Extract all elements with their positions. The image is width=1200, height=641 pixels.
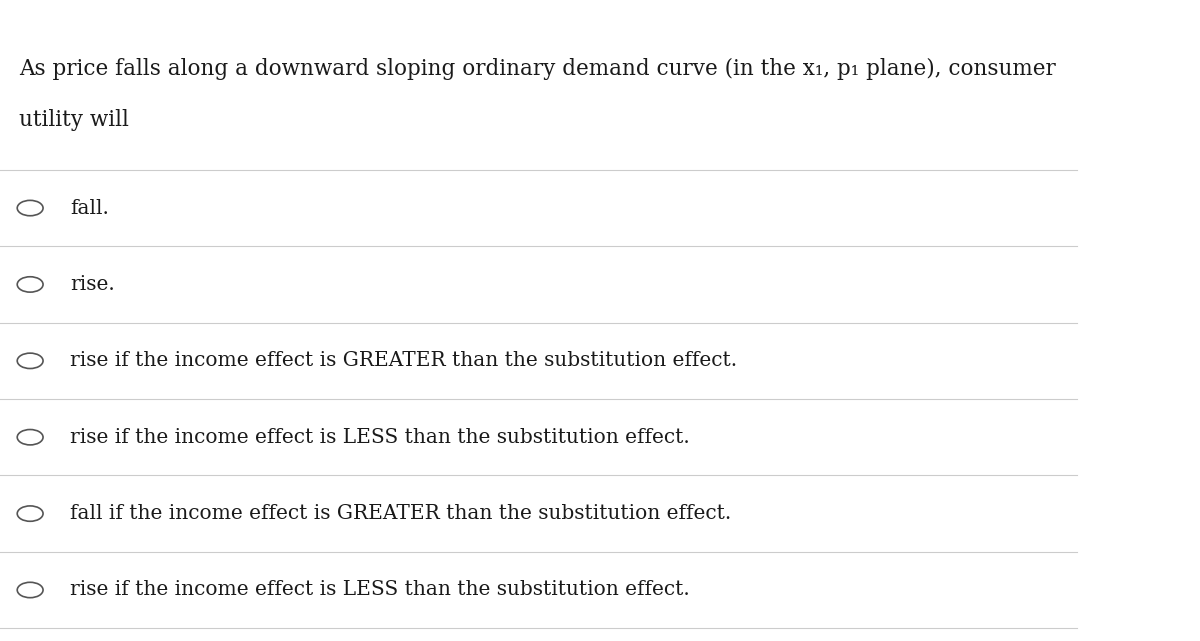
Text: fall if the income effect is GREATER than the substitution effect.: fall if the income effect is GREATER tha… <box>70 504 731 523</box>
Text: rise if the income effect is LESS than the substitution effect.: rise if the income effect is LESS than t… <box>70 428 690 447</box>
Text: rise if the income effect is GREATER than the substitution effect.: rise if the income effect is GREATER tha… <box>70 351 737 370</box>
Text: rise.: rise. <box>70 275 115 294</box>
Text: fall.: fall. <box>70 199 109 217</box>
Text: rise if the income effect is LESS than the substitution effect.: rise if the income effect is LESS than t… <box>70 581 690 599</box>
Text: utility will: utility will <box>19 109 130 131</box>
Text: As price falls along a downward sloping ordinary demand curve (in the x₁, p₁ pla: As price falls along a downward sloping … <box>19 58 1056 79</box>
